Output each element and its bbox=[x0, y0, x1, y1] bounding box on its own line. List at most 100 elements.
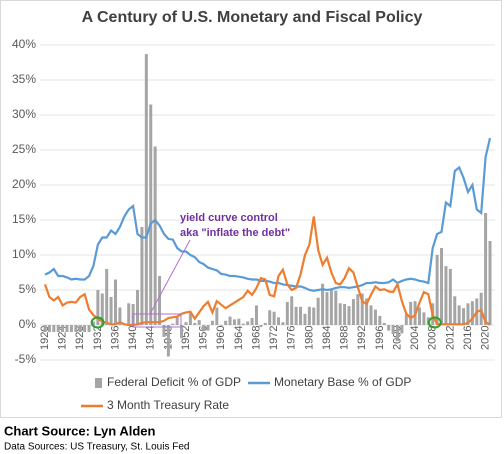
bar bbox=[453, 296, 457, 325]
bar bbox=[61, 325, 65, 332]
bar bbox=[365, 298, 369, 325]
bar bbox=[325, 292, 329, 325]
y-tick-label: 35% bbox=[12, 72, 36, 86]
bar bbox=[171, 323, 175, 325]
x-tick-label: 1988 bbox=[339, 326, 351, 350]
x-tick-label: 1968 bbox=[250, 326, 262, 350]
bar bbox=[113, 279, 117, 325]
x-tick-label: 1980 bbox=[303, 326, 315, 350]
y-tick-label: 10% bbox=[12, 247, 36, 261]
bar bbox=[321, 283, 325, 325]
bar bbox=[74, 325, 78, 332]
x-tick-label: 1936 bbox=[109, 326, 121, 350]
source: Chart Source: Lyn Alden bbox=[4, 423, 156, 438]
bar bbox=[206, 325, 210, 331]
bar bbox=[462, 308, 466, 325]
x-tick-label: 1940 bbox=[127, 326, 139, 350]
bar bbox=[43, 325, 47, 332]
bar bbox=[166, 325, 170, 357]
x-tick-label: 1976 bbox=[286, 326, 298, 350]
annotation-box bbox=[132, 313, 182, 328]
bar bbox=[241, 323, 245, 325]
bar bbox=[281, 322, 285, 325]
bar bbox=[228, 316, 232, 325]
bar bbox=[83, 325, 87, 332]
bar bbox=[219, 325, 223, 326]
y-tick-label: 40% bbox=[12, 37, 36, 51]
legend-label: Federal Deficit % of GDP bbox=[107, 375, 241, 389]
bar bbox=[263, 322, 267, 325]
x-tick-label: 1964 bbox=[233, 326, 245, 350]
bar bbox=[316, 297, 320, 325]
x-tick-label: 2004 bbox=[409, 326, 421, 350]
bar bbox=[109, 297, 113, 325]
bar bbox=[329, 290, 333, 325]
bar bbox=[100, 293, 104, 325]
bar bbox=[184, 322, 188, 325]
bar bbox=[193, 322, 197, 325]
bar bbox=[307, 306, 311, 325]
x-tick-label: 1992 bbox=[356, 326, 368, 350]
bar bbox=[400, 325, 404, 334]
bar bbox=[435, 255, 439, 325]
x-tick-label: 1944 bbox=[145, 326, 157, 350]
bar bbox=[285, 301, 289, 325]
bar bbox=[118, 307, 122, 325]
bar bbox=[140, 227, 144, 325]
bar bbox=[96, 290, 100, 325]
x-tick-label: 2012 bbox=[444, 326, 456, 350]
bar bbox=[47, 325, 51, 332]
bar bbox=[52, 325, 56, 332]
x-tick-label: 2020 bbox=[480, 326, 492, 350]
bar bbox=[457, 305, 461, 325]
bar bbox=[188, 313, 192, 325]
bar bbox=[391, 325, 395, 335]
bar bbox=[69, 325, 73, 332]
bar bbox=[356, 294, 360, 325]
bar bbox=[378, 315, 382, 325]
bar bbox=[149, 104, 153, 325]
x-tick-label: 1984 bbox=[321, 326, 333, 350]
x-tick-label: 2016 bbox=[462, 326, 474, 350]
bar bbox=[347, 306, 351, 325]
bar bbox=[254, 305, 258, 325]
bar bbox=[382, 322, 386, 325]
line bbox=[43, 216, 491, 327]
y-tick-label: 0% bbox=[19, 317, 37, 331]
annotation-pointer bbox=[149, 239, 191, 315]
legend-label: 3 Month Treasury Rate bbox=[107, 398, 229, 412]
bar bbox=[272, 311, 276, 325]
bar bbox=[351, 299, 355, 325]
bar bbox=[246, 321, 250, 325]
bar bbox=[136, 290, 140, 325]
bar bbox=[418, 307, 422, 325]
annotation-text: aka "inflate the debt" bbox=[180, 227, 290, 239]
bar bbox=[488, 241, 492, 325]
bar bbox=[312, 307, 316, 325]
x-tick-label: 1956 bbox=[198, 326, 210, 350]
bar bbox=[299, 306, 303, 325]
bar bbox=[158, 276, 162, 325]
bar bbox=[343, 304, 347, 325]
x-tick-label: 1960 bbox=[215, 326, 227, 350]
bar bbox=[448, 269, 452, 325]
line bbox=[44, 137, 492, 292]
x-tick-label: 1972 bbox=[268, 326, 280, 350]
bar bbox=[466, 303, 470, 325]
y-tick-label: 5% bbox=[19, 282, 37, 296]
bar bbox=[232, 319, 236, 325]
bar bbox=[56, 325, 60, 332]
y-tick-label: -5% bbox=[15, 352, 37, 366]
bar bbox=[175, 317, 179, 325]
bar bbox=[127, 303, 131, 325]
bar bbox=[334, 290, 338, 325]
bar bbox=[444, 266, 448, 325]
bar bbox=[387, 325, 391, 331]
legend-swatch bbox=[95, 378, 102, 388]
bar bbox=[224, 320, 228, 325]
highlight-circle bbox=[427, 316, 442, 329]
bar bbox=[373, 309, 377, 325]
chart-border bbox=[0, 0, 502, 418]
bar bbox=[105, 269, 109, 325]
